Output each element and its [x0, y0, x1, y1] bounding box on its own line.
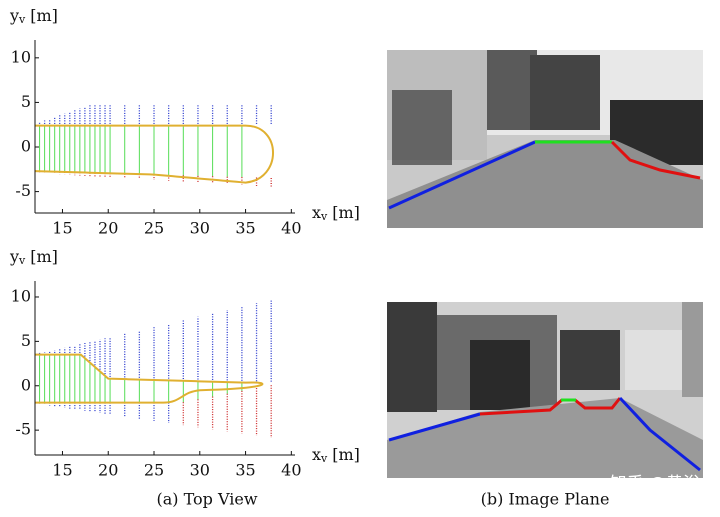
- decor: [35, 353, 264, 404]
- x-label-sub: v: [320, 452, 328, 465]
- image-top: [387, 50, 703, 228]
- x-tick-label: 30: [190, 219, 210, 238]
- y-tick-label: -5: [15, 420, 31, 439]
- caption: (b) Image Plane: [481, 490, 610, 509]
- x-label-main: x: [312, 203, 321, 222]
- x-tick-label: 35: [235, 219, 255, 238]
- x-tick-label: 20: [98, 219, 118, 238]
- x-tick-label: 15: [52, 219, 72, 238]
- y-tick-label: -5: [15, 181, 31, 200]
- y-label: yv [m]: [9, 6, 58, 27]
- x-label-unit: [m]: [332, 203, 360, 222]
- y-label: yv [m]: [9, 247, 58, 268]
- x-label: xv [m]: [312, 203, 360, 224]
- watermark: 知乎 @黄浴: [610, 474, 700, 494]
- x-tick-label: 30: [190, 461, 210, 480]
- y-label-unit: [m]: [30, 247, 58, 266]
- y-label-unit: [m]: [30, 6, 58, 25]
- x-label: xv [m]: [312, 445, 360, 466]
- x-tick-label: 15: [52, 461, 72, 480]
- y-tick-label: 10: [11, 47, 31, 66]
- y-tick-label: 5: [21, 331, 31, 350]
- y-label-main: y: [9, 247, 19, 266]
- x-tick-label: 40: [281, 461, 301, 480]
- x-tick-label: 40: [281, 219, 301, 238]
- x-tick-label: 25: [144, 219, 164, 238]
- decor: [34, 124, 275, 184]
- caption: (a) Top View: [156, 490, 257, 509]
- y-tick-label: 0: [21, 375, 31, 394]
- x-label-sub: v: [320, 210, 328, 223]
- y-tick-label: 10: [11, 286, 31, 305]
- y-tick-label: 5: [21, 92, 31, 111]
- x-label-unit: [m]: [332, 445, 360, 464]
- image-bottom: [387, 302, 703, 478]
- x-tick-label: 20: [98, 461, 118, 480]
- y-label-sub: v: [18, 254, 26, 267]
- y-tick-label: 0: [21, 137, 31, 156]
- x-tick-label: 25: [144, 461, 164, 480]
- y-label-sub: v: [18, 13, 26, 26]
- x-label-main: x: [312, 445, 321, 464]
- y-label-main: y: [9, 6, 19, 25]
- x-tick-label: 35: [235, 461, 255, 480]
